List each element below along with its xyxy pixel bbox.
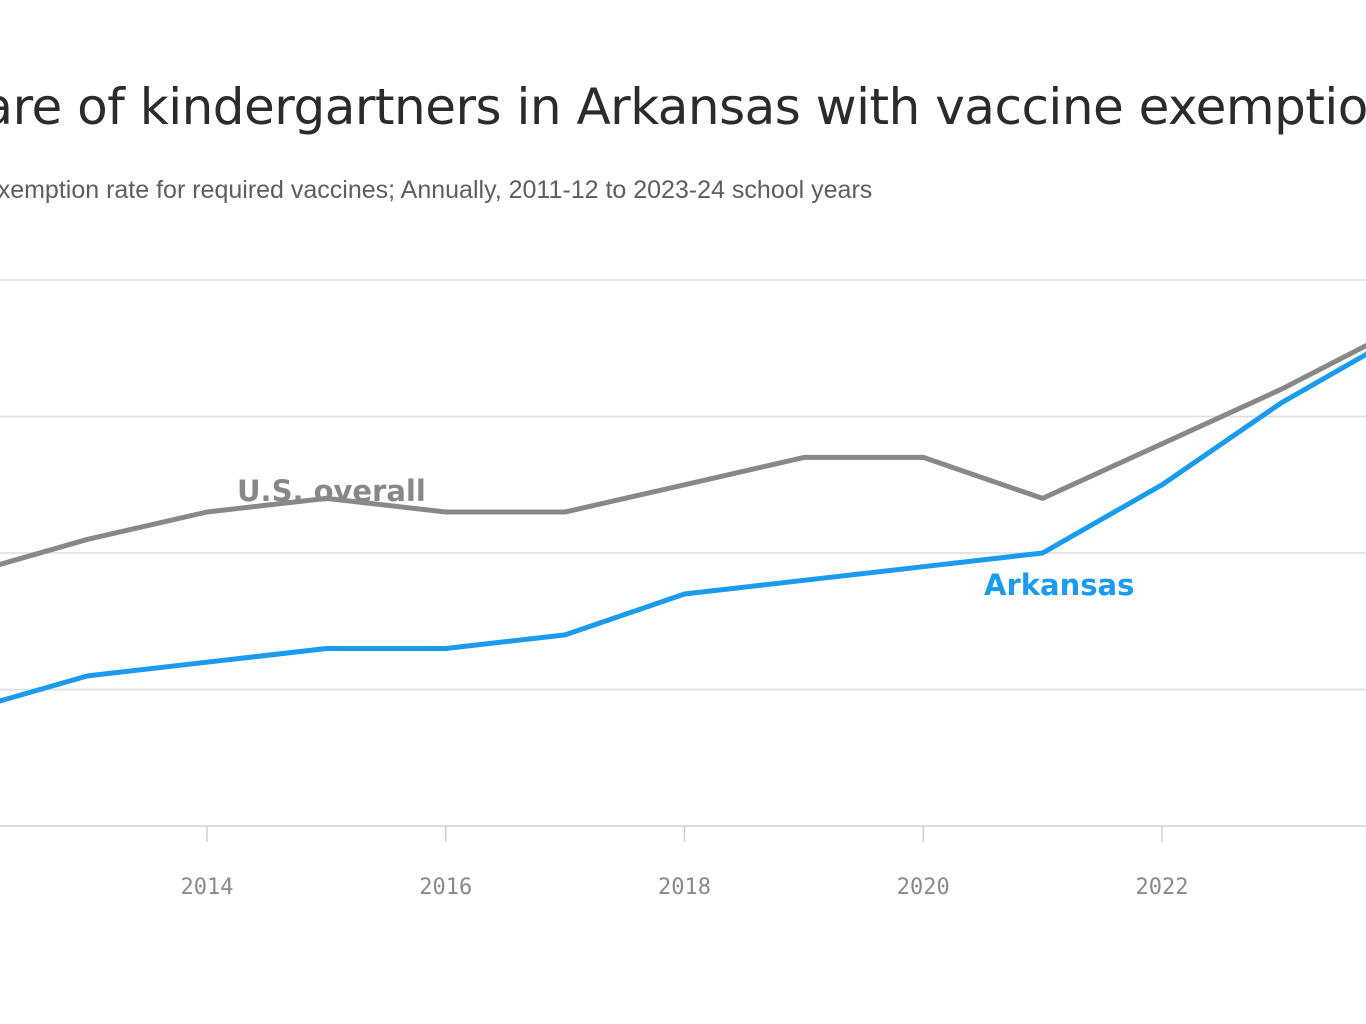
series-label-1: Arkansas [984, 568, 1134, 602]
x-tick-label-3: 2020 [897, 875, 950, 900]
chart-subtitle: Reported exemption rate for required vac… [0, 176, 873, 204]
chart-title: Share of kindergartners in Arkansas with… [0, 78, 1366, 136]
x-tick-label-0: 2014 [181, 875, 234, 900]
series-line-u-s-overall [0, 342, 1366, 567]
series-line-arkansas [0, 351, 1366, 704]
series-label-0: U.S. overall [237, 474, 426, 508]
x-tick-label-1: 2016 [419, 875, 472, 900]
x-tick-label-4: 2022 [1136, 875, 1189, 900]
x-tick-label-2: 2018 [658, 875, 711, 900]
